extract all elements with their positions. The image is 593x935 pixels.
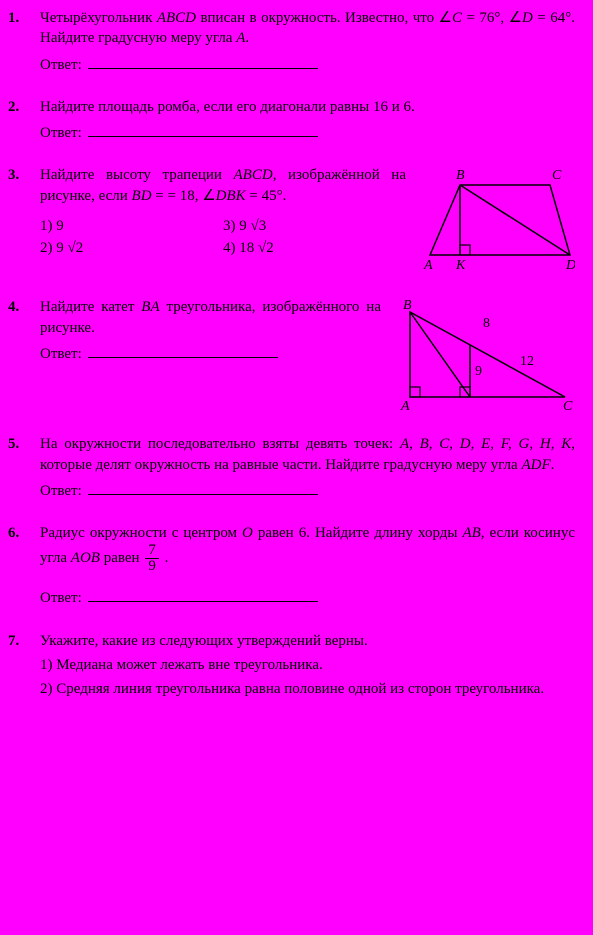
- answer-blank[interactable]: [88, 55, 318, 69]
- answer-blank[interactable]: [88, 588, 318, 602]
- t: .: [161, 550, 169, 566]
- label-9: 9: [475, 364, 482, 379]
- var: AOB: [71, 550, 100, 566]
- problem-text: Радиус окружности с центром O равен 6. Н…: [40, 523, 575, 574]
- problem-number: 1.: [8, 8, 40, 75]
- label-12: 12: [520, 354, 534, 369]
- t: = = 18, ∠: [152, 188, 216, 204]
- label-A: A: [400, 399, 410, 412]
- var: C: [452, 10, 462, 26]
- problem-5: 5. На окружности последовательно взяты д…: [8, 434, 575, 501]
- t: Найдите катет: [40, 299, 141, 315]
- var: BD: [132, 188, 152, 204]
- problem-text-col: Найдите катет BA треугольника, изображён…: [40, 297, 381, 364]
- problem-text: Найдите площадь ромба, если его диагонал…: [40, 97, 575, 117]
- numerator: 7: [145, 543, 159, 559]
- answer-line: Ответ:: [40, 123, 575, 143]
- problem-text: Найдите высоту трапеции ABCD, изображённ…: [40, 165, 406, 206]
- var: A, B, C, D, E, F, G, H, K: [400, 436, 571, 452]
- answer-label: Ответ:: [40, 590, 82, 606]
- problem-text: На окружности последовательно взяты девя…: [40, 434, 575, 475]
- answer-line: Ответ:: [40, 344, 381, 364]
- answer-line: Ответ:: [40, 481, 575, 501]
- t: равен 6. Найдите длину хорды: [253, 525, 463, 541]
- label-D: D: [565, 258, 575, 273]
- problem-7: 7. Укажите, какие из следующих утвержден…: [8, 631, 575, 700]
- var: A: [236, 30, 245, 46]
- answer-blank[interactable]: [88, 123, 318, 137]
- option-4: 4) 18 √2: [223, 238, 406, 258]
- var: O: [242, 525, 253, 541]
- options: 1) 9 2) 9 √2 3) 9 √3 4) 18 √2: [40, 214, 406, 261]
- problem-4: 4. Найдите катет BA треугольника, изобра…: [8, 297, 575, 412]
- t: На окружности последовательно взяты девя…: [40, 436, 400, 452]
- t: Найдите высоту трапеции: [40, 167, 234, 183]
- triangle-figure: B A C 8 9 12: [395, 297, 575, 412]
- var: D: [522, 10, 533, 26]
- problem-text-col: Найдите высоту трапеции ABCD, изображённ…: [40, 165, 406, 260]
- t: равен: [100, 550, 143, 566]
- problem-number: 2.: [8, 97, 40, 144]
- answer-blank[interactable]: [88, 481, 318, 495]
- label-B: B: [456, 168, 465, 183]
- answer-line: Ответ:: [40, 588, 575, 608]
- label-C: C: [563, 399, 573, 412]
- problem-3: 3. Найдите высоту трапеции ABCD, изображ…: [8, 165, 575, 275]
- var: ADF: [521, 457, 550, 473]
- answer-line: Ответ:: [40, 55, 575, 75]
- problem-number: 7.: [8, 631, 40, 700]
- t: = 76°, ∠: [462, 10, 522, 26]
- label-8: 8: [483, 316, 490, 331]
- answer-label: Ответ:: [40, 125, 82, 141]
- var: BA: [141, 299, 159, 315]
- problem-6: 6. Радиус окружности с центром O равен 6…: [8, 523, 575, 609]
- statement-1: 1) Медиана может лежать вне треугольника…: [40, 655, 575, 675]
- problem-2: 2. Найдите площадь ромба, если его диаго…: [8, 97, 575, 144]
- problem-1: 1. Четырёхугольник ABCD вписан в окружно…: [8, 8, 575, 75]
- problem-body: Укажите, какие из следующих утверждений …: [40, 631, 575, 700]
- t: .: [245, 30, 249, 46]
- t: вписан в окружность. Известно, что ∠: [196, 10, 452, 26]
- denominator: 9: [145, 559, 159, 574]
- problem-body: Четырёхугольник ABCD вписан в окружность…: [40, 8, 575, 75]
- var: DBK: [216, 188, 246, 204]
- fraction: 79: [145, 543, 159, 574]
- problem-body: Радиус окружности с центром O равен 6. Н…: [40, 523, 575, 609]
- option-1: 1) 9: [40, 216, 223, 236]
- answer-label: Ответ:: [40, 57, 82, 73]
- t: .: [551, 457, 555, 473]
- problem-body: На окружности последовательно взяты девя…: [40, 434, 575, 501]
- problem-text: Найдите катет BA треугольника, изображён…: [40, 297, 381, 338]
- answer-blank[interactable]: [88, 344, 278, 358]
- label-K: K: [455, 258, 466, 273]
- option-3: 3) 9 √3: [223, 216, 406, 236]
- problem-number: 4.: [8, 297, 40, 412]
- problem-text: Четырёхугольник ABCD вписан в окружность…: [40, 8, 575, 49]
- label-B: B: [403, 298, 412, 313]
- problem-body: Найдите катет BA треугольника, изображён…: [40, 297, 575, 412]
- t: Четырёхугольник: [40, 10, 157, 26]
- statement-2: 2) Средняя линия треугольника равна поло…: [40, 679, 575, 699]
- answer-label: Ответ:: [40, 483, 82, 499]
- problem-number: 3.: [8, 165, 40, 275]
- answer-label: Ответ:: [40, 346, 82, 362]
- var: ABCD: [234, 167, 273, 183]
- problem-number: 5.: [8, 434, 40, 501]
- problem-number: 6.: [8, 523, 40, 609]
- t: = 45°.: [246, 188, 287, 204]
- label-C: C: [552, 168, 562, 183]
- var: AB: [462, 525, 480, 541]
- var: ABCD: [157, 10, 196, 26]
- label-A: A: [423, 258, 433, 273]
- problem-text: Укажите, какие из следующих утверждений …: [40, 631, 575, 651]
- trapezoid-figure: B C A K D: [420, 165, 575, 275]
- option-2: 2) 9 √2: [40, 238, 223, 258]
- problem-body: Найдите высоту трапеции ABCD, изображённ…: [40, 165, 575, 275]
- t: Радиус окружности с центром: [40, 525, 242, 541]
- problem-body: Найдите площадь ромба, если его диагонал…: [40, 97, 575, 144]
